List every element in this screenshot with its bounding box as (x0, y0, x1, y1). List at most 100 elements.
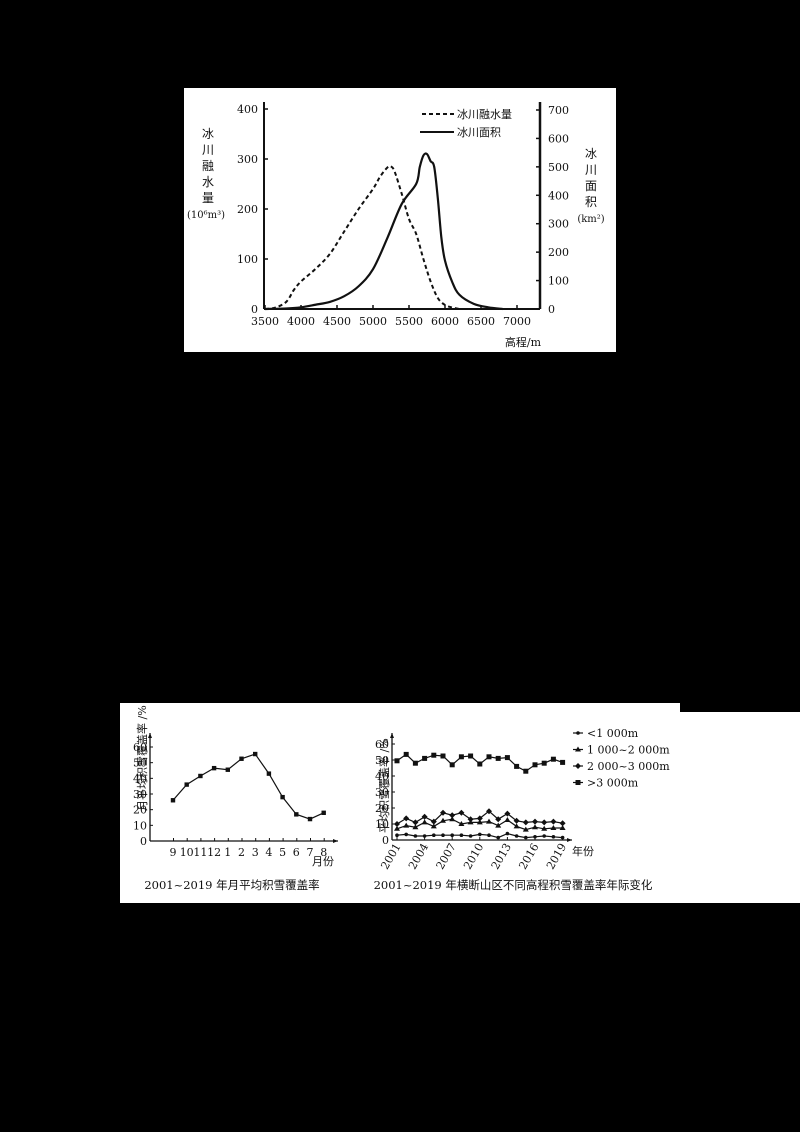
dot-marker (533, 835, 537, 839)
left-y-tick-label: 100 (237, 253, 258, 266)
square-marker (394, 758, 400, 764)
square-marker (541, 760, 547, 766)
right-y-tick-label: 600 (548, 132, 569, 145)
dot-marker (505, 831, 510, 836)
dot-marker (395, 833, 399, 837)
x-tick-label: 2004 (406, 841, 431, 872)
triangle-marker (394, 825, 400, 831)
y-axis-title: 平均积雪覆盖率 /% (377, 738, 391, 833)
right-y-tick-label: 100 (548, 275, 569, 288)
chart-caption: 2001~2019 年横断山区不同高程积雪覆盖率年际变化 (374, 878, 653, 892)
triangle-marker (440, 817, 446, 823)
legend-label-meltwater: 冰川融水量 (457, 108, 512, 121)
x-tick-label: 3 (252, 846, 259, 859)
triangle-marker (421, 819, 428, 825)
x-tick-label: 1 (224, 846, 231, 859)
data-point-marker (253, 751, 258, 757)
y-tick-label: 10 (375, 818, 389, 831)
left-y-tick-label: 400 (237, 103, 258, 116)
y-tick-label: 20 (133, 804, 147, 817)
x-tick-label: 4000 (287, 315, 315, 328)
data-point-marker (225, 767, 230, 772)
triangle-marker (513, 823, 520, 829)
y-tick-label: 40 (375, 770, 389, 783)
y-axis-title: 月平均积雪覆盖率 /% (135, 705, 149, 811)
square-marker (477, 761, 483, 767)
data-point-marker (198, 773, 203, 779)
triangle-marker (559, 825, 566, 830)
diamond-marker (559, 820, 566, 827)
square-marker (550, 756, 556, 762)
square-marker (504, 755, 510, 761)
dot-marker (496, 835, 501, 840)
dot-marker (514, 834, 519, 838)
series-line (394, 751, 566, 774)
series-line (394, 816, 566, 832)
diamond-marker (522, 819, 529, 826)
legend-label: 2 000~3 000m (587, 760, 670, 773)
diamond-marker (486, 808, 492, 815)
diamond-marker (430, 818, 437, 825)
dot-marker (413, 834, 418, 838)
square-marker (458, 754, 464, 760)
meltwater-line (264, 165, 460, 310)
data-point-marker (280, 794, 285, 800)
dot-marker (422, 834, 427, 838)
triangle-marker (476, 819, 483, 825)
right-y-tick-label: 400 (548, 189, 569, 202)
square-marker (422, 755, 428, 761)
legend-label: <1 000m (587, 727, 639, 740)
square-marker (440, 753, 446, 759)
triangle-marker (486, 818, 492, 824)
dot-marker (551, 835, 556, 839)
legend-label: 1 000~2 000m (587, 744, 670, 757)
right-y-tick-label: 500 (548, 161, 569, 174)
left-y-tick-label: 300 (237, 153, 258, 166)
x-tick-label: 10 (180, 846, 194, 859)
y-tick-label: 60 (375, 738, 389, 751)
left-y-tick-label: 200 (237, 203, 258, 216)
data-point-marker (266, 771, 272, 776)
diamond-marker (550, 818, 557, 825)
diamond-marker (504, 810, 511, 817)
square-marker (560, 759, 566, 765)
x-tick-label: 3500 (251, 315, 279, 328)
y-tick-label: 20 (375, 802, 389, 815)
triangle-marker (458, 821, 465, 826)
diamond-marker (449, 812, 456, 819)
diamond-marker (532, 818, 538, 825)
x-tick-label: 2010 (461, 841, 486, 872)
right-y-axis-title: 积 (585, 195, 597, 209)
square-marker (514, 763, 520, 769)
dot-marker (576, 731, 580, 735)
black-notch (680, 703, 800, 712)
y-tick-label: 50 (133, 757, 147, 770)
diamond-marker (440, 809, 446, 816)
diamond-marker (403, 815, 410, 822)
right-y-axis-title: 冰 (585, 147, 597, 161)
dot-marker (459, 833, 464, 837)
right-y-tick-label: 300 (548, 218, 569, 231)
right-y-tick-label: 700 (548, 104, 569, 117)
square-marker (532, 762, 538, 768)
x-axis-title: 高程/m (505, 335, 542, 349)
diamond-marker (394, 821, 400, 827)
data-point-marker (239, 756, 244, 761)
triangle-marker (550, 825, 557, 830)
diamond-marker (467, 816, 474, 823)
y-tick-label: 10 (133, 819, 147, 832)
square-marker (486, 754, 492, 760)
dot-marker (478, 832, 482, 837)
triangle-marker (403, 822, 410, 828)
square-marker (403, 751, 409, 757)
triangle-marker (430, 823, 437, 829)
left-y-axis-title: 冰 (202, 127, 214, 141)
triangle-marker (541, 825, 548, 831)
dot-marker (524, 835, 528, 840)
data-point-marker (170, 798, 176, 803)
x-tick-label: 6000 (431, 315, 459, 328)
